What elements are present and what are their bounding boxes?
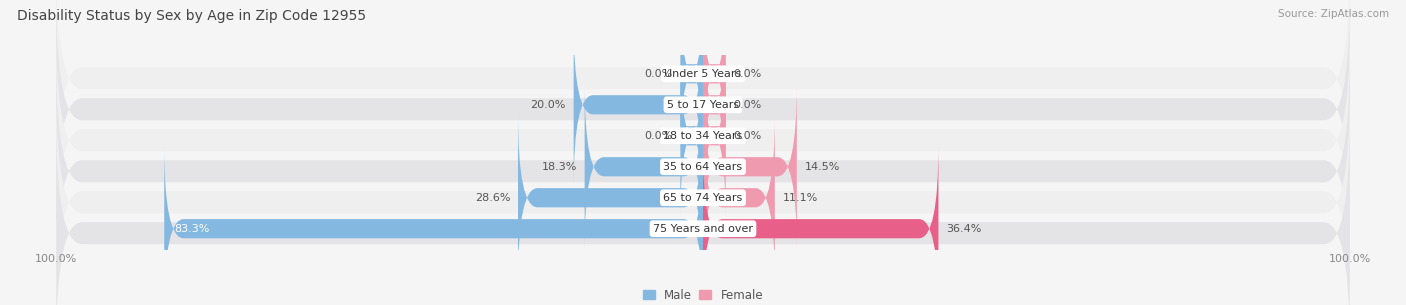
FancyBboxPatch shape bbox=[56, 120, 1350, 305]
FancyBboxPatch shape bbox=[585, 83, 703, 250]
FancyBboxPatch shape bbox=[56, 27, 1350, 253]
Text: 11.1%: 11.1% bbox=[783, 193, 818, 203]
Text: Under 5 Years: Under 5 Years bbox=[665, 69, 741, 79]
FancyBboxPatch shape bbox=[703, 21, 725, 188]
Text: 20.0%: 20.0% bbox=[530, 100, 565, 110]
Text: 75 Years and over: 75 Years and over bbox=[652, 224, 754, 234]
Text: 18 to 34 Years: 18 to 34 Years bbox=[664, 131, 742, 141]
Text: 65 to 74 Years: 65 to 74 Years bbox=[664, 193, 742, 203]
Text: 0.0%: 0.0% bbox=[734, 100, 762, 110]
Text: 35 to 64 Years: 35 to 64 Years bbox=[664, 162, 742, 172]
Text: Source: ZipAtlas.com: Source: ZipAtlas.com bbox=[1278, 9, 1389, 19]
Text: Disability Status by Sex by Age in Zip Code 12955: Disability Status by Sex by Age in Zip C… bbox=[17, 9, 366, 23]
FancyBboxPatch shape bbox=[681, 0, 703, 157]
Text: 5 to 17 Years: 5 to 17 Years bbox=[666, 100, 740, 110]
FancyBboxPatch shape bbox=[574, 21, 703, 188]
FancyBboxPatch shape bbox=[517, 114, 703, 281]
Text: 0.0%: 0.0% bbox=[734, 69, 762, 79]
FancyBboxPatch shape bbox=[681, 52, 703, 219]
Text: 28.6%: 28.6% bbox=[475, 193, 510, 203]
FancyBboxPatch shape bbox=[703, 145, 938, 305]
FancyBboxPatch shape bbox=[56, 0, 1350, 191]
FancyBboxPatch shape bbox=[165, 145, 703, 305]
FancyBboxPatch shape bbox=[56, 0, 1350, 222]
FancyBboxPatch shape bbox=[703, 83, 797, 250]
Text: 0.0%: 0.0% bbox=[734, 131, 762, 141]
FancyBboxPatch shape bbox=[703, 114, 775, 281]
Text: 14.5%: 14.5% bbox=[804, 162, 839, 172]
Text: 83.3%: 83.3% bbox=[174, 224, 209, 234]
FancyBboxPatch shape bbox=[56, 58, 1350, 284]
FancyBboxPatch shape bbox=[703, 52, 725, 219]
Text: 18.3%: 18.3% bbox=[541, 162, 576, 172]
Legend: Male, Female: Male, Female bbox=[638, 284, 768, 305]
FancyBboxPatch shape bbox=[56, 89, 1350, 305]
Text: 0.0%: 0.0% bbox=[644, 69, 672, 79]
FancyBboxPatch shape bbox=[703, 0, 725, 157]
Text: 0.0%: 0.0% bbox=[644, 131, 672, 141]
Text: 36.4%: 36.4% bbox=[946, 224, 981, 234]
